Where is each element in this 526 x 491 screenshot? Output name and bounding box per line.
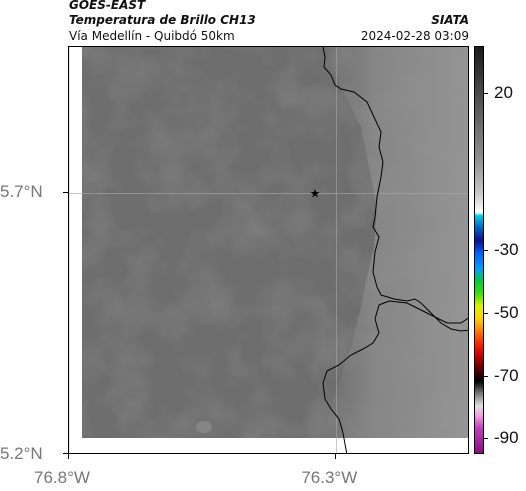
station-marker-icon: ★ xyxy=(310,186,321,200)
colorbar-tick-mark xyxy=(484,250,488,251)
product-title: Temperatura de Brillo CH13 xyxy=(69,13,256,27)
lat-tick-label: 5.2°N xyxy=(0,444,43,463)
lon-tick-label: 76.3°W xyxy=(301,468,358,487)
colorbar-tick-mark xyxy=(484,93,488,95)
satellite-map: ★ xyxy=(68,46,469,454)
colorbar-tick-mark xyxy=(484,438,488,440)
colorbar-tick-mark xyxy=(484,312,488,314)
border-line-south xyxy=(322,300,468,453)
colorbar-tick-label: -30 xyxy=(494,240,519,259)
colorbar-tick-label: 20 xyxy=(494,83,513,103)
colorbar-tick-label: -90 xyxy=(494,428,519,448)
lon-tick-mark xyxy=(335,454,337,459)
lat-tick-mark xyxy=(63,192,68,194)
satellite-name: GOES-EAST xyxy=(69,0,146,12)
source-label: SIATA xyxy=(431,13,469,27)
lighter-eastern-region xyxy=(324,47,468,438)
light-patch xyxy=(196,421,212,433)
colorbar-tick-mark xyxy=(484,375,488,377)
lat-tick-mark xyxy=(63,453,68,454)
region-subtitle: Vía Medellín - Quibdó 50km xyxy=(69,29,235,43)
border-line-north xyxy=(322,47,468,332)
lat-tick-label: 5.7°N xyxy=(0,182,43,202)
colorbar-tick-label: -50 xyxy=(494,302,519,322)
gridlines xyxy=(69,47,468,453)
lon-tick-mark xyxy=(68,454,69,459)
lon-tick-label: 76.8°W xyxy=(34,468,90,487)
colorbar-tick-label: -70 xyxy=(494,365,519,385)
map-canvas: ★ xyxy=(69,47,468,453)
datetime-label: 2024-02-28 03:09 xyxy=(360,29,469,43)
colorbar xyxy=(474,46,484,454)
